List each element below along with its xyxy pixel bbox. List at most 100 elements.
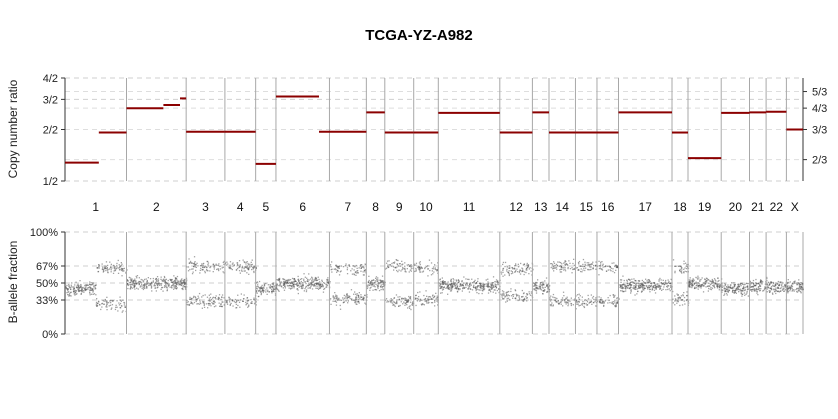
- baf-point: [448, 287, 450, 289]
- baf-point: [449, 290, 452, 292]
- baf-point: [735, 289, 737, 291]
- baf-point: [242, 298, 245, 300]
- baf-point: [680, 267, 683, 269]
- baf-point: [362, 274, 365, 276]
- baf-point: [740, 285, 742, 287]
- baf-point: [90, 293, 93, 295]
- baf-point: [478, 282, 481, 284]
- baf-point: [235, 269, 238, 271]
- baf-point: [540, 281, 543, 284]
- baf-point: [517, 294, 519, 296]
- baf-point: [353, 299, 355, 301]
- baf-point: [131, 287, 134, 289]
- baf-point: [737, 286, 739, 288]
- baf-point: [311, 288, 314, 290]
- baf-point: [740, 289, 742, 291]
- baf-point: [83, 291, 85, 293]
- baf-tick-label: 50%: [36, 278, 58, 290]
- baf-point: [281, 286, 283, 288]
- baf-point: [702, 284, 704, 286]
- baf-point: [655, 287, 657, 289]
- baf-point: [144, 278, 146, 281]
- baf-point: [459, 283, 461, 285]
- baf-point: [572, 304, 574, 306]
- baf-point: [302, 287, 304, 289]
- baf-point: [83, 290, 85, 292]
- baf-point: [145, 278, 147, 280]
- baf-point: [425, 300, 428, 303]
- baf-point: [315, 278, 317, 280]
- baf-point: [96, 304, 99, 307]
- baf-point: [631, 281, 634, 283]
- baf-point: [253, 265, 255, 267]
- baf-point: [744, 283, 746, 286]
- baf-point: [248, 267, 250, 269]
- baf-point: [282, 278, 284, 280]
- baf-point: [614, 294, 616, 297]
- baf-point: [80, 284, 82, 287]
- baf-point: [756, 292, 758, 294]
- baf-point: [87, 288, 89, 291]
- baf-point: [130, 284, 132, 286]
- baf-point: [85, 289, 87, 291]
- baf-point: [559, 269, 561, 271]
- baf-point: [330, 298, 332, 300]
- baf-point: [797, 282, 799, 284]
- baf-point: [230, 302, 232, 305]
- baf-point: [745, 293, 747, 295]
- baf-point: [322, 285, 324, 287]
- baf-point: [516, 295, 518, 297]
- baf-point: [422, 270, 425, 272]
- baf-point: [686, 271, 688, 273]
- baf-point: [608, 265, 611, 267]
- baf-point: [105, 304, 108, 306]
- baf-point: [775, 289, 777, 291]
- baf-y-axis-label: B-allele fraction: [6, 241, 20, 324]
- baf-point: [173, 286, 175, 288]
- baf-point: [743, 284, 745, 286]
- baf-point: [798, 288, 800, 290]
- baf-point: [178, 284, 180, 286]
- baf-point: [373, 282, 375, 284]
- baf-point: [366, 294, 368, 296]
- baf-point: [744, 294, 746, 296]
- baf-point: [382, 285, 384, 288]
- baf-point: [557, 261, 559, 263]
- baf-point: [163, 279, 165, 281]
- baf-point: [262, 291, 264, 294]
- baf-point: [151, 283, 153, 285]
- baf-point: [120, 269, 123, 272]
- baf-point: [182, 281, 184, 284]
- baf-point: [293, 279, 295, 281]
- baf-point: [560, 265, 562, 268]
- baf-point: [383, 285, 385, 287]
- baf-point: [539, 283, 541, 285]
- baf-point: [672, 298, 674, 300]
- baf-point: [355, 274, 357, 276]
- baf-point: [600, 302, 602, 304]
- baf-point: [110, 308, 112, 310]
- baf-point: [704, 278, 706, 280]
- baf-point: [787, 282, 789, 284]
- baf-point: [593, 301, 595, 304]
- baf-point: [515, 263, 517, 265]
- baf-point: [615, 303, 617, 305]
- baf-point: [77, 285, 79, 287]
- baf-point: [702, 285, 705, 287]
- baf-point: [731, 291, 734, 293]
- baf-point: [400, 270, 402, 272]
- baf-point: [369, 282, 372, 285]
- baf-point: [555, 263, 558, 266]
- baf-point: [670, 284, 672, 286]
- baf-point: [674, 270, 676, 272]
- baf-point: [590, 301, 592, 303]
- baf-point: [539, 286, 541, 288]
- baf-point: [401, 269, 403, 271]
- baf-point: [762, 290, 764, 292]
- baf-point: [93, 286, 95, 288]
- baf-point: [491, 284, 493, 287]
- baf-point: [668, 285, 670, 287]
- baf-point: [160, 284, 162, 286]
- baf-point: [112, 300, 114, 302]
- baf-point: [433, 268, 435, 270]
